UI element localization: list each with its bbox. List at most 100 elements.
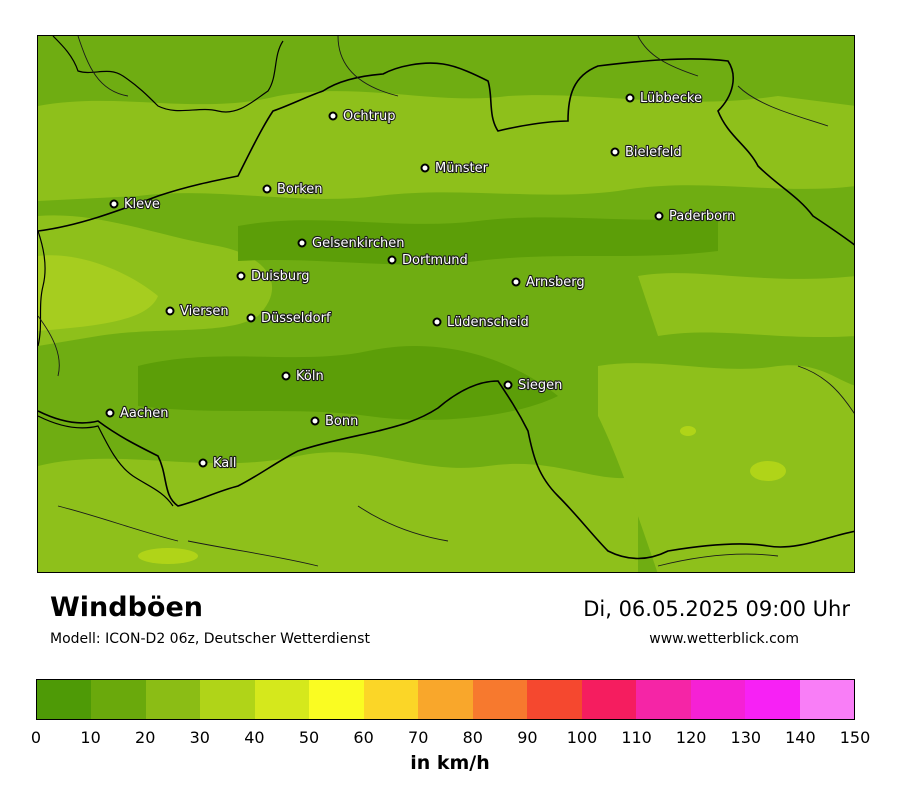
legend-swatch — [636, 680, 691, 719]
city-kleve: Kleve — [109, 196, 161, 213]
legend-swatch — [37, 680, 92, 719]
city-label: Bielefeld — [625, 145, 682, 160]
region-lines — [38, 36, 854, 567]
city-markers: Ochtrup Lübbecke Bielefeld Münster Borken Kle… — [105, 90, 736, 472]
legend-swatch — [581, 680, 637, 719]
city-bielefeld: Bielefeld — [610, 144, 683, 161]
city-dot — [328, 111, 338, 121]
zone-center-dark — [138, 346, 558, 420]
city-düsseldorf: Düsseldorf — [246, 310, 332, 327]
city-dot — [654, 211, 664, 221]
city-label: Bonn — [325, 414, 358, 429]
be-border — [38, 415, 174, 507]
city-label: Viersen — [180, 304, 229, 319]
city-dot — [105, 408, 115, 418]
city-label: Aachen — [120, 406, 168, 421]
city-label: Kall — [213, 456, 237, 471]
legend-tick-label: 80 — [462, 728, 483, 747]
wind-zones — [38, 91, 854, 572]
legend-swatch — [254, 680, 310, 719]
city-paderborn: Paderborn — [654, 208, 736, 225]
legend-swatch — [363, 680, 419, 719]
city-dot — [198, 458, 208, 468]
city-label: Kleve — [124, 197, 160, 212]
city-bonn: Bonn — [310, 413, 359, 430]
city-label: Borken — [277, 182, 323, 197]
city-duisburg: Duisburg — [236, 268, 311, 285]
legend-tick-label: 150 — [839, 728, 871, 747]
legend-swatch — [91, 680, 146, 719]
legend-tick-label: 120 — [675, 728, 707, 747]
city-label: Münster — [435, 161, 489, 176]
city-arnsberg: Arnsberg — [511, 274, 586, 291]
nl-border — [38, 36, 284, 347]
city-dot — [511, 277, 521, 287]
city-label: Siegen — [518, 378, 562, 393]
city-kall: Kall — [198, 455, 238, 472]
legend-swatch — [472, 680, 528, 719]
city-label: Köln — [296, 369, 324, 384]
city-dot — [610, 147, 620, 157]
nrw-border — [38, 58, 854, 560]
zone-east-light — [638, 273, 854, 338]
city-label: Arnsberg — [526, 275, 585, 290]
city-gelsenkirchen: Gelsenkirchen — [297, 235, 406, 252]
city-ochtrup: Ochtrup — [328, 108, 397, 125]
legend-tick-label: 40 — [244, 728, 265, 747]
website-link[interactable]: www.wetterblick.com — [649, 631, 799, 647]
zone-south-light — [38, 452, 638, 572]
legend-tick-label: 50 — [298, 728, 320, 747]
city-dot — [387, 255, 397, 265]
city-dot — [625, 93, 635, 103]
city-dot — [281, 371, 291, 381]
legend-unit: in km/h — [410, 752, 490, 774]
legend-swatch — [527, 680, 582, 719]
city-dot — [297, 238, 307, 248]
city-dot — [262, 184, 272, 194]
legend-tick-label: 0 — [30, 728, 42, 747]
city-dot — [503, 380, 513, 390]
zone-west-lighter — [38, 255, 158, 331]
legend-ticks: 0 10 20 30 40 50 60 70 80 90 100 110 120 130 140 150 — [31, 728, 870, 748]
legend-tick-label: 130 — [730, 728, 762, 747]
legend-swatch — [200, 680, 255, 719]
legend-tick-label: 20 — [135, 728, 156, 747]
city-dot — [236, 271, 246, 281]
zone-north-light — [38, 91, 854, 201]
legend-swatch — [745, 680, 800, 719]
city-dot — [432, 317, 442, 327]
city-köln: Köln — [281, 368, 325, 385]
city-label: Dortmund — [402, 253, 468, 268]
city-label: Lübbecke — [640, 91, 702, 106]
zone-north-dark — [238, 216, 718, 265]
city-dot — [246, 313, 256, 323]
city-label: Gelsenkirchen — [312, 236, 405, 251]
forecast-datetime: Di, 06.05.2025 09:00 Uhr — [583, 597, 850, 621]
legend-tick-label: 70 — [408, 728, 429, 747]
city-label: Duisburg — [251, 269, 310, 284]
zone-southeast-light — [598, 363, 854, 572]
city-lübbecke: Lübbecke — [625, 90, 703, 107]
city-label: Paderborn — [669, 209, 735, 224]
city-dot — [310, 416, 320, 426]
legend-swatch — [145, 680, 201, 719]
city-label: Lüdenscheid — [447, 315, 529, 330]
wind-gust-map: Ochtrup Lübbecke Bielefeld Münster Borken Kle… — [37, 35, 855, 573]
legend-swatch — [309, 680, 364, 719]
city-münster: Münster — [420, 160, 490, 177]
legend-tick-label: 110 — [621, 728, 652, 747]
city-viersen: Viersen — [165, 303, 230, 320]
borders — [38, 36, 854, 567]
legend-tick-label: 100 — [566, 728, 598, 747]
legend-tick-label: 140 — [785, 728, 816, 747]
legend-swatch — [418, 680, 473, 719]
city-label: Ochtrup — [343, 109, 396, 124]
city-dot — [165, 306, 175, 316]
color-legend — [36, 679, 855, 720]
city-siegen: Siegen — [503, 377, 563, 394]
legend-tick-label: 60 — [353, 728, 374, 747]
legend-tick-label: 90 — [517, 728, 538, 747]
legend-tick-label: 30 — [189, 728, 210, 747]
city-borken: Borken — [262, 181, 324, 198]
map-title: Windböen — [50, 592, 203, 623]
